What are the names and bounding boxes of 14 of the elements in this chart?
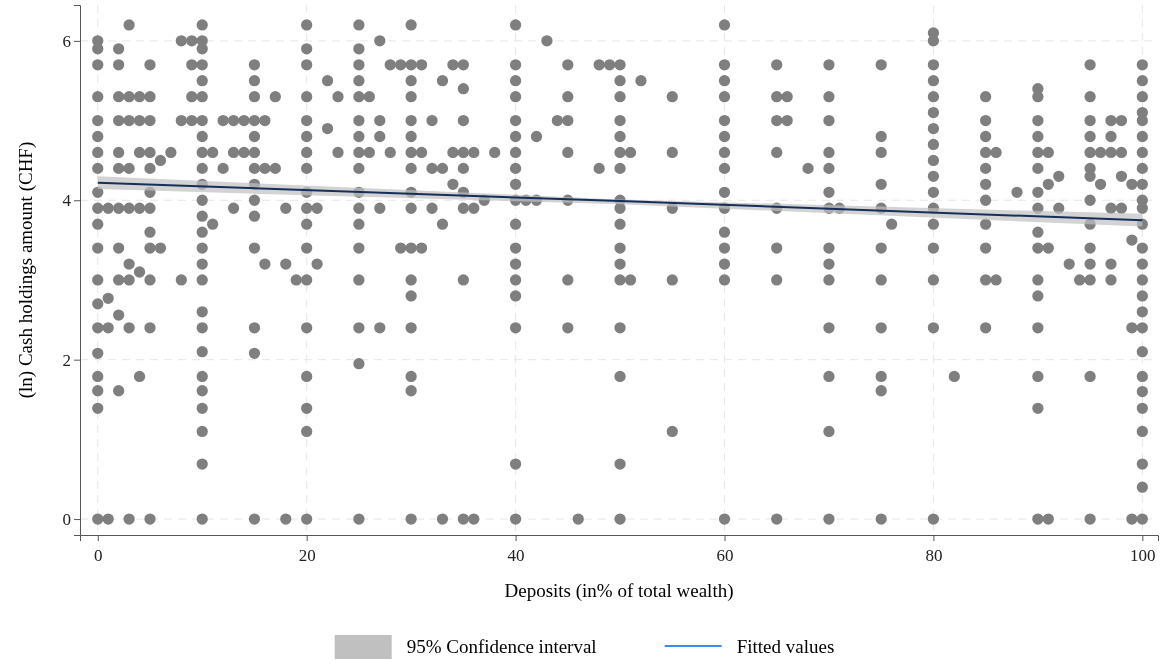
y-tick-label: 0 bbox=[62, 510, 71, 529]
x-axis-title: Deposits (in% of total wealth) bbox=[504, 580, 734, 602]
y-tick-label: 6 bbox=[62, 31, 71, 51]
x-tick-label: 80 bbox=[925, 546, 943, 565]
text: 95% Confidence interval bbox=[406, 636, 597, 657]
text: Fitted values bbox=[736, 636, 835, 657]
x-tick-label: 0 bbox=[94, 546, 103, 565]
x-tick-label: 60 bbox=[716, 546, 734, 565]
y-tick-label: 4 bbox=[62, 191, 72, 211]
x-tick-label: 20 bbox=[298, 546, 316, 565]
y-axis-title: (ln) Cash holdings amount (CHF) bbox=[15, 141, 37, 399]
x-tick-label: 100 bbox=[1130, 546, 1156, 565]
y-tick-label: 2 bbox=[62, 350, 71, 370]
x-tick-label: 40 bbox=[507, 546, 525, 565]
